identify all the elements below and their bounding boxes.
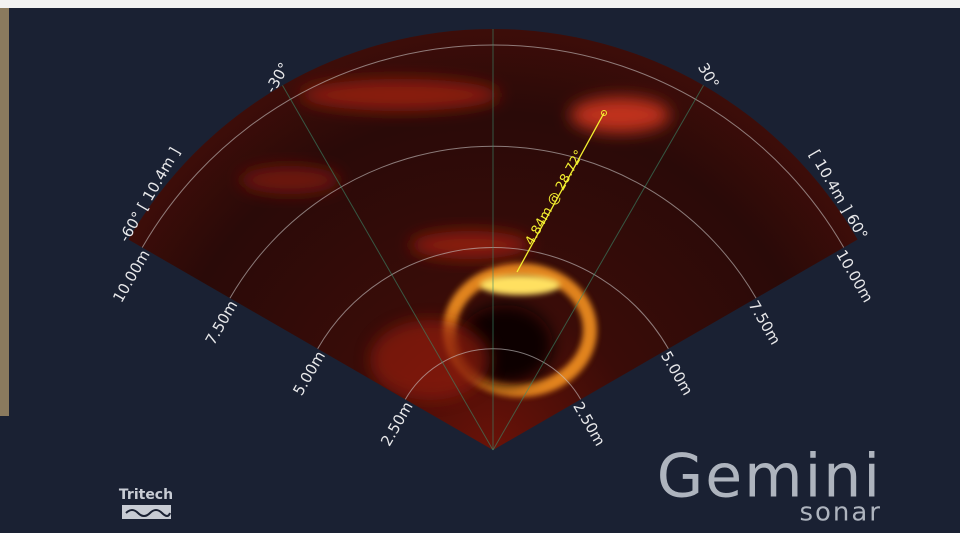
tritech-logo: Tritech — [119, 487, 173, 519]
range-grid — [141, 29, 845, 451]
bearing-line — [492, 85, 704, 451]
range-label: 2.50m — [569, 399, 609, 450]
product-subtitle: sonar — [799, 498, 882, 528]
side-texture — [0, 8, 9, 416]
range-label: 2.50m — [377, 399, 417, 450]
bearing-line — [282, 85, 494, 451]
echoes — [240, 79, 670, 400]
product-name: Gemini — [657, 442, 882, 512]
range-label: 7.50m — [202, 297, 242, 348]
range-label: 7.50m — [745, 297, 785, 348]
range-label: 10.00m — [832, 247, 876, 306]
maker-icon — [122, 505, 171, 519]
maker-name: Tritech — [119, 487, 173, 503]
measure-line — [516, 112, 605, 273]
top-bar — [0, 0, 960, 8]
range-label: 10.00m — [109, 247, 153, 306]
measure-end — [601, 110, 607, 116]
range-label: 5.00m — [289, 348, 329, 399]
range-label: 5.00m — [657, 348, 697, 399]
